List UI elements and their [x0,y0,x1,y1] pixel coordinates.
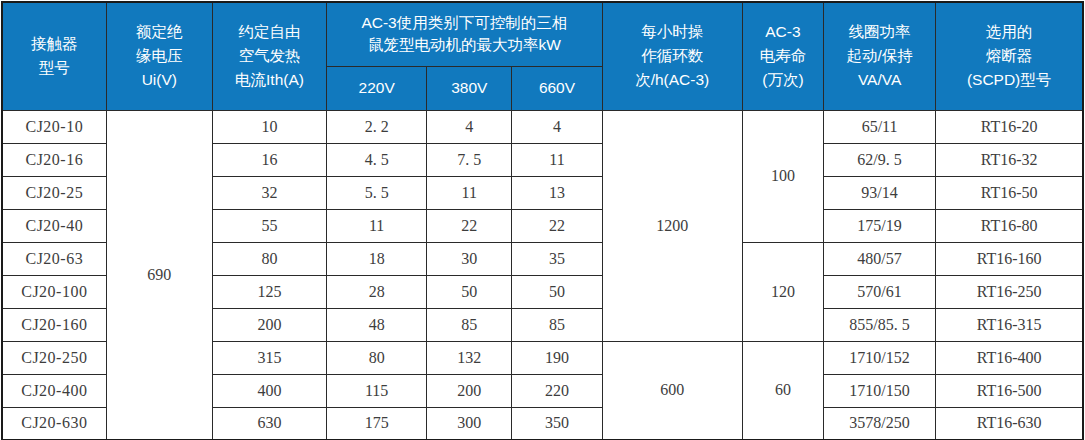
cell-model: CJ20-250 [2,341,106,374]
cell-kw-380v: 132 [427,341,512,374]
cell-kw-380v: 22 [427,209,512,242]
table-row: CJ20-10 690 10 2. 2 4 4 1200 100 65/11 R… [2,110,1083,143]
cell-thermal-current: 400 [212,374,326,407]
cell-kw-220v: 175 [327,407,427,440]
cell-thermal-current: 125 [212,275,326,308]
cell-kw-380v: 7. 5 [427,143,512,176]
cell-kw-380v: 300 [427,407,512,440]
header-thermal-current: 约定自由 空气发热 电流Ith(A) [212,2,326,110]
cell-fuse-model: RT16-20 [936,110,1083,143]
cell-thermal-current: 55 [212,209,326,242]
cell-fuse-model: RT16-32 [936,143,1083,176]
cell-kw-220v: 5. 5 [327,176,427,209]
cell-kw-220v: 4. 5 [327,143,427,176]
cell-coil-power: 175/19 [823,209,935,242]
cell-fuse-model: RT16-630 [936,407,1083,440]
cell-coil-power: 1710/152 [823,341,935,374]
cell-fuse-model: RT16-80 [936,209,1083,242]
cell-kw-660v: 220 [512,374,602,407]
cell-kw-380v: 4 [427,110,512,143]
cell-fuse-model: RT16-50 [936,176,1083,209]
header-voltage-380v: 380V [427,66,512,110]
header-ac3-electrical-life: AC-3 电寿命 (万次) [742,2,823,110]
cell-kw-380v: 50 [427,275,512,308]
cell-fuse-model: RT16-250 [936,275,1083,308]
header-voltage-660v: 660V [512,66,602,110]
cell-insulation-voltage-merged: 690 [106,110,212,440]
cell-kw-660v: 13 [512,176,602,209]
cell-thermal-current: 315 [212,341,326,374]
cell-kw-380v: 200 [427,374,512,407]
cell-fuse-model: RT16-160 [936,242,1083,275]
cell-kw-220v: 115 [327,374,427,407]
cell-life-merged-group3: 60 [742,341,823,440]
cell-kw-660v: 11 [512,143,602,176]
cell-kw-220v: 18 [327,242,427,275]
cell-cycles-merged-group1: 1200 [602,110,742,341]
cell-model: CJ20-63 [2,242,106,275]
header-operating-cycles-per-hour: 每小时操 作循环数 次/h(AC-3) [602,2,742,110]
cell-coil-power: 570/61 [823,275,935,308]
cell-coil-power: 93/14 [823,176,935,209]
cell-coil-power: 65/11 [823,110,935,143]
cell-kw-220v: 28 [327,275,427,308]
cell-coil-power: 1710/150 [823,374,935,407]
header-row-top: 接触器 型号 额定绝 缘电压 Ui(V) 约定自由 空气发热 电流Ith(A) … [2,2,1083,66]
cell-kw-660v: 85 [512,308,602,341]
cell-thermal-current: 32 [212,176,326,209]
cell-model: CJ20-400 [2,374,106,407]
cell-thermal-current: 630 [212,407,326,440]
header-rated-insulation-voltage: 额定绝 缘电压 Ui(V) [106,2,212,110]
table-body: CJ20-10 690 10 2. 2 4 4 1200 100 65/11 R… [2,110,1083,440]
cell-fuse-model: RT16-315 [936,308,1083,341]
cell-kw-660v: 35 [512,242,602,275]
table-header: 接触器 型号 额定绝 缘电压 Ui(V) 约定自由 空气发热 电流Ith(A) … [2,2,1083,110]
cell-kw-660v: 350 [512,407,602,440]
cell-kw-660v: 50 [512,275,602,308]
cell-kw-220v: 11 [327,209,427,242]
cell-fuse-model: RT16-400 [936,341,1083,374]
header-coil-power: 线圈功率 起动/保持 VA/VA [823,2,935,110]
cell-kw-380v: 85 [427,308,512,341]
cell-kw-380v: 30 [427,242,512,275]
header-voltage-220v: 220V [327,66,427,110]
cell-kw-220v: 2. 2 [327,110,427,143]
cell-cycles-merged-group2: 600 [602,341,742,440]
cell-model: CJ20-16 [2,143,106,176]
header-contactor-model: 接触器 型号 [2,2,106,110]
cell-coil-power: 855/85. 5 [823,308,935,341]
cell-coil-power: 62/9. 5 [823,143,935,176]
cell-kw-660v: 4 [512,110,602,143]
cell-thermal-current: 16 [212,143,326,176]
cell-coil-power: 480/57 [823,242,935,275]
cell-kw-220v: 80 [327,341,427,374]
cell-model: CJ20-100 [2,275,106,308]
cell-kw-660v: 22 [512,209,602,242]
contactor-spec-table: 接触器 型号 额定绝 缘电压 Ui(V) 约定自由 空气发热 电流Ith(A) … [1,1,1084,440]
cell-model: CJ20-630 [2,407,106,440]
cell-kw-220v: 48 [327,308,427,341]
cell-fuse-model: RT16-500 [936,374,1083,407]
cell-thermal-current: 200 [212,308,326,341]
cell-model: CJ20-160 [2,308,106,341]
contactor-spec-sheet: 接触器 型号 额定绝 缘电压 Ui(V) 约定自由 空气发热 电流Ith(A) … [0,0,1085,440]
header-fuse-scpd-model: 选用的 熔断器 (SCPD)型号 [936,2,1083,110]
cell-life-merged-group1: 100 [742,110,823,242]
cell-thermal-current: 80 [212,242,326,275]
cell-kw-380v: 11 [427,176,512,209]
cell-model: CJ20-25 [2,176,106,209]
cell-kw-660v: 190 [512,341,602,374]
cell-model: CJ20-40 [2,209,106,242]
cell-coil-power: 3578/250 [823,407,935,440]
cell-life-merged-group2: 120 [742,242,823,341]
cell-thermal-current: 10 [212,110,326,143]
cell-model: CJ20-10 [2,110,106,143]
header-ac3-max-motor-power: AC-3使用类别下可控制的三相 鼠笼型电动机的最大功率kW [327,2,603,66]
